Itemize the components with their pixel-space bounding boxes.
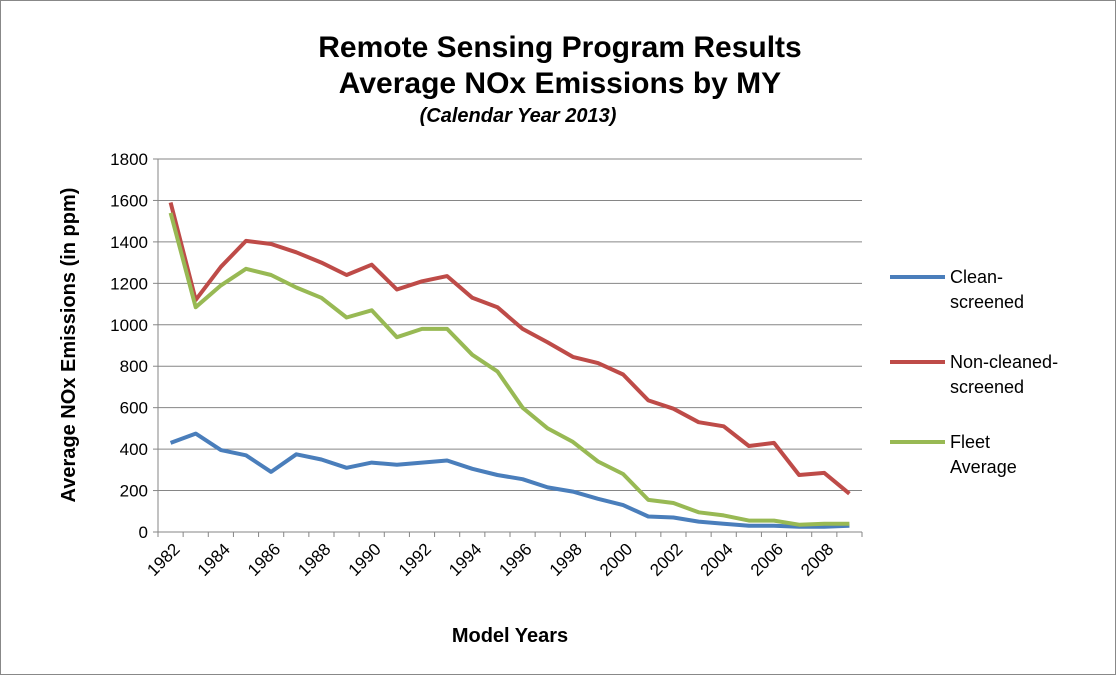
y-tick-label: 1200	[110, 274, 148, 293]
series-line	[169, 431, 850, 529]
y-tick-label: 1400	[110, 233, 148, 252]
y-tick-label: 400	[120, 440, 148, 459]
y-axis-label: Average NOx Emissions (in ppm)	[58, 188, 80, 503]
y-tick-label: 800	[120, 357, 148, 376]
y-tick-label: 600	[120, 399, 148, 418]
chart-subtitle: (Calendar Year 2013)	[420, 105, 617, 127]
y-tick-label: 1600	[110, 191, 148, 210]
x-axis-label: Model Years	[452, 625, 568, 647]
series-line	[168, 202, 851, 496]
legend-label: Non-cleaned-screened	[950, 352, 1059, 397]
chart-title: Average NOx Emissions by MY	[339, 67, 781, 100]
legend-label: Clean-screened	[950, 267, 1025, 312]
y-tick-label: 0	[139, 523, 148, 542]
y-tick-label: 1800	[110, 150, 148, 169]
y-tick-label: 1000	[110, 316, 148, 335]
chart-title: Remote Sensing Program Results	[318, 31, 801, 64]
y-tick-label: 200	[120, 482, 148, 501]
legend-label: Fleet Average	[950, 432, 1017, 477]
series-line	[168, 212, 850, 527]
